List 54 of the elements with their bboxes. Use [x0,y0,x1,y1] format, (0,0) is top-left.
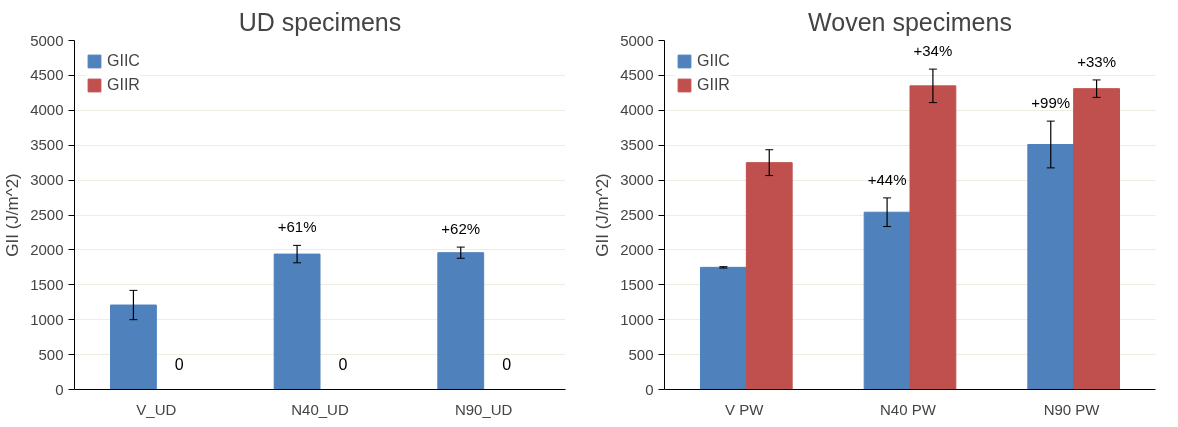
chart-title: Woven specimens [808,7,1012,36]
legend-label: GIIR [697,76,730,94]
bar [863,211,911,390]
y-tick-label: 2500 [30,206,64,223]
y-tick-label: 5000 [30,31,64,49]
bar [745,162,793,390]
y-tick-label: 1000 [620,310,654,328]
y-tick-label: 4000 [620,101,654,119]
annotation: +33% [1077,52,1116,70]
y-tick-label: 2500 [620,206,654,223]
x-tick-label: V PW [725,400,765,418]
annotation: +44% [867,170,907,188]
data-label: 0 [338,355,348,373]
y-tick-label: 1500 [30,275,64,293]
bar [700,266,747,390]
bar [273,253,321,390]
y-axis-title: GII (J/m^2) [593,173,613,257]
bar [110,304,157,390]
y-tick-label: 3000 [620,171,654,189]
y-tick-label: 1000 [30,310,64,328]
y-tick-label: 4500 [620,66,654,84]
x-tick-label: N90 PW [1043,400,1101,418]
bar [1027,144,1075,390]
y-axis-title: GII (J/m^2) [3,173,23,257]
bar [1073,88,1120,390]
y-tick-label: 3500 [620,136,654,154]
x-tick-label: N40_UD [291,400,349,418]
bar [909,85,957,390]
legend-label: GIIR [107,76,140,94]
annotation: +34% [913,42,953,60]
legend-label: GIIC [107,52,140,70]
y-tick-label: 500 [38,345,64,363]
y-tick-label: 4000 [30,101,64,119]
y-tick-label: 2000 [30,240,64,258]
legend-label: GIIC [697,52,730,70]
y-tick-label: 500 [628,345,654,363]
y-tick-label: 0 [645,380,654,398]
y-tick-label: 5000 [620,31,654,49]
bar [437,252,485,390]
data-label: 0 [174,355,184,373]
y-tick-label: 1500 [620,275,654,293]
chart-title: UD specimens [238,7,402,36]
y-tick-label: 4500 [30,66,64,84]
x-tick-label: N40 PW [879,400,937,418]
y-tick-label: 3500 [30,136,64,154]
annotation: +99% [1031,94,1071,112]
x-tick-label: V_UD [136,400,177,418]
y-tick-label: 2000 [620,240,654,258]
annotation: +62% [441,220,481,238]
x-tick-label: N90_UD [454,400,513,418]
y-tick-label: 0 [55,380,64,398]
annotation: +61% [277,218,317,236]
y-tick-label: 3000 [30,171,64,189]
data-label: 0 [502,355,512,373]
